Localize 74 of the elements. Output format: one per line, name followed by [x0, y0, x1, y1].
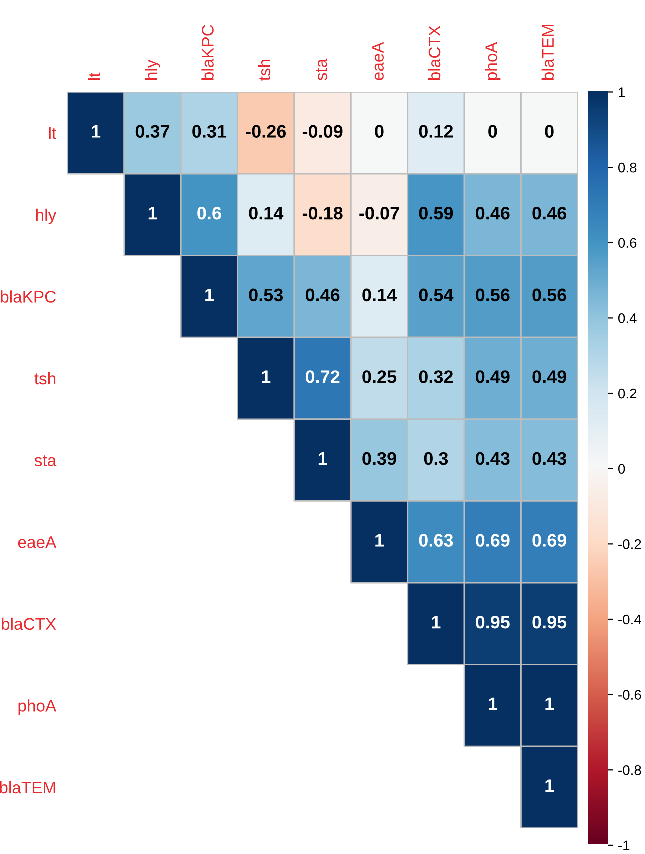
x-tick-label: eaeA [372, 42, 384, 80]
data-label: 0.53 [249, 288, 284, 302]
data-label: 0.59 [419, 206, 454, 220]
data-label: 0.49 [532, 370, 566, 384]
x-tick-label: tsh [258, 60, 271, 81]
color-bar-label: 0.8 [618, 162, 637, 173]
data-label: 0.46 [306, 288, 340, 302]
data-label: 1 [92, 125, 101, 138]
data-label: 0.46 [532, 206, 566, 220]
data-label: 0.14 [362, 288, 397, 302]
data-label: 0.72 [306, 370, 340, 384]
color-bar-label: -1 [618, 840, 630, 850]
data-label: 1 [376, 534, 384, 547]
data-label: -0.09 [302, 125, 343, 138]
color-bar-label: 0.4 [618, 314, 637, 324]
data-label: 0.95 [532, 616, 567, 629]
data-label: 0.39 [362, 452, 396, 466]
color-bar-label: 0 [618, 464, 626, 474]
data-label: 0.37 [136, 125, 170, 138]
data-label: 1 [432, 616, 441, 629]
data-label: 0.49 [476, 370, 510, 384]
data-label: 0.69 [476, 534, 510, 547]
y-tick-label: blaTEM [0, 781, 56, 794]
data-label: 0.56 [532, 288, 566, 302]
color-bar-label: -0.6 [618, 690, 642, 700]
data-label: -0.26 [246, 125, 286, 138]
color-bar-label: -0.4 [618, 614, 642, 625]
x-tick-label: sta [316, 58, 328, 81]
y-tick-label: eaeA [18, 536, 57, 548]
data-label: 0.14 [249, 206, 284, 220]
y-tick-label: lt [49, 127, 56, 140]
x-tick-label: blaCTX [428, 26, 441, 80]
data-label: 0 [488, 125, 498, 138]
data-label: 1 [546, 698, 554, 710]
data-label: 1 [206, 288, 214, 302]
data-label: -0.07 [360, 206, 400, 220]
data-label: 0.12 [419, 125, 454, 138]
data-label: -0.18 [302, 206, 343, 220]
color-bar-label: 0.6 [618, 238, 637, 248]
data-label: 0.95 [476, 616, 510, 629]
y-tick-label: tsh [34, 372, 56, 385]
data-label: 0.6 [198, 206, 222, 220]
data-label: 0.3 [424, 452, 448, 466]
data-label: 0.43 [476, 452, 510, 466]
data-label: 0.32 [419, 370, 454, 384]
x-tick-label: blaKPC [202, 25, 214, 80]
data-label: 1 [489, 698, 498, 710]
data-label: 0.54 [419, 288, 454, 302]
data-label: 1 [318, 452, 328, 465]
data-label: 0.31 [192, 125, 227, 138]
data-label: 1 [262, 370, 271, 384]
color-bar-label: 0.2 [618, 388, 637, 399]
y-tick-label: hly [36, 208, 57, 224]
data-label: 0.69 [532, 534, 566, 547]
data-label: 0.43 [532, 452, 566, 466]
data-label: 1 [148, 207, 158, 220]
x-tick-label: phoA [485, 42, 501, 80]
data-label: 0 [375, 125, 384, 138]
data-label: 0.56 [476, 288, 510, 302]
data-label: 0 [545, 125, 554, 138]
y-tick-label: blaKPC [1, 290, 56, 303]
data-label: 0.63 [419, 534, 454, 547]
y-tick-label: phoA [18, 700, 57, 716]
y-tick-label: blaCTX [2, 618, 56, 630]
data-label: 1 [546, 780, 554, 792]
data-label: 0.46 [476, 206, 510, 220]
x-tick-label: lt [88, 72, 101, 80]
x-tick-label: blaTEM [542, 25, 554, 80]
color-bar-label: 1 [619, 88, 626, 98]
x-tick-label: hly [144, 60, 161, 80]
color-bar-label: -0.2 [618, 540, 642, 550]
color-bar-label: -0.8 [618, 765, 642, 776]
data-label: 0.25 [362, 370, 397, 384]
y-tick-label: sta [34, 456, 57, 467]
